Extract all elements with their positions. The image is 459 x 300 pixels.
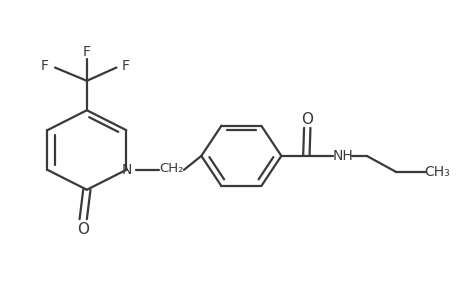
Text: F: F [41, 59, 49, 73]
Text: CH₂: CH₂ [159, 162, 184, 175]
Text: O: O [77, 222, 89, 237]
Text: NH: NH [332, 149, 353, 163]
Text: F: F [121, 59, 129, 73]
Text: N: N [122, 163, 132, 177]
Text: CH₃: CH₃ [424, 165, 449, 179]
Text: O: O [301, 112, 313, 127]
Text: F: F [83, 45, 91, 59]
